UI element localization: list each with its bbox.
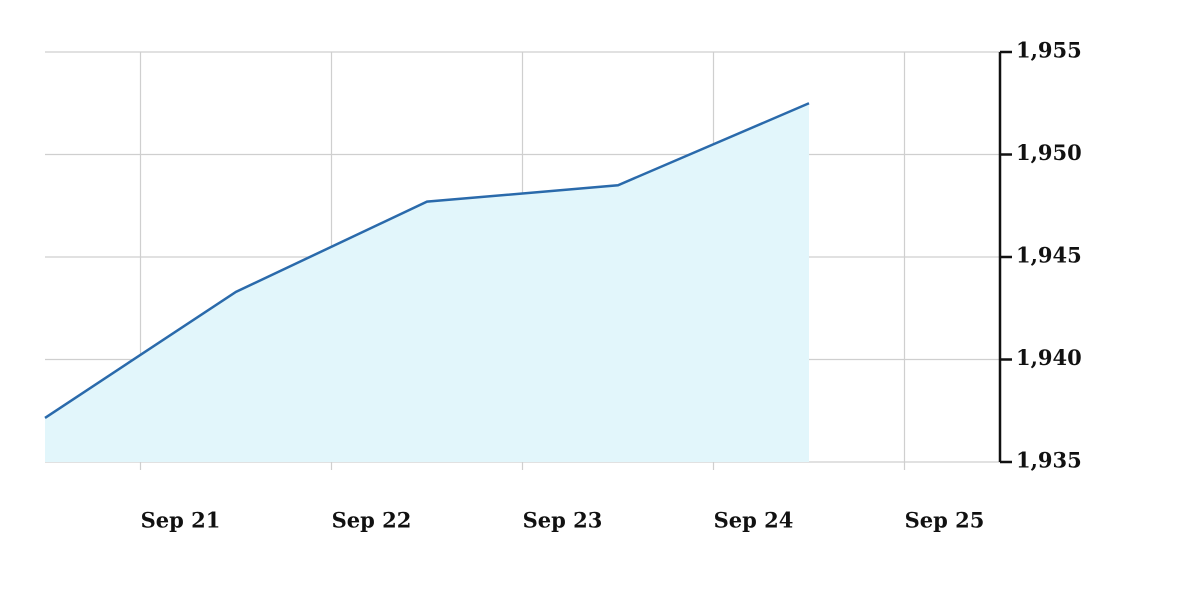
x-tick-label: Sep 21	[141, 508, 221, 533]
y-tick-label: 1,950	[1016, 140, 1082, 165]
y-tick-label: 1,940	[1016, 345, 1082, 370]
x-tick-label: Sep 24	[714, 508, 794, 533]
x-tick-label: Sep 25	[905, 508, 985, 533]
y-tick-label: 1,955	[1016, 38, 1082, 63]
y-tick-label: 1,945	[1016, 243, 1082, 268]
x-tick-label: Sep 23	[523, 508, 603, 533]
line	[44, 102, 810, 419]
y-tick-label: 1,935	[1016, 448, 1082, 473]
x-tick-label: Sep 22	[332, 508, 412, 533]
area	[45, 103, 809, 462]
